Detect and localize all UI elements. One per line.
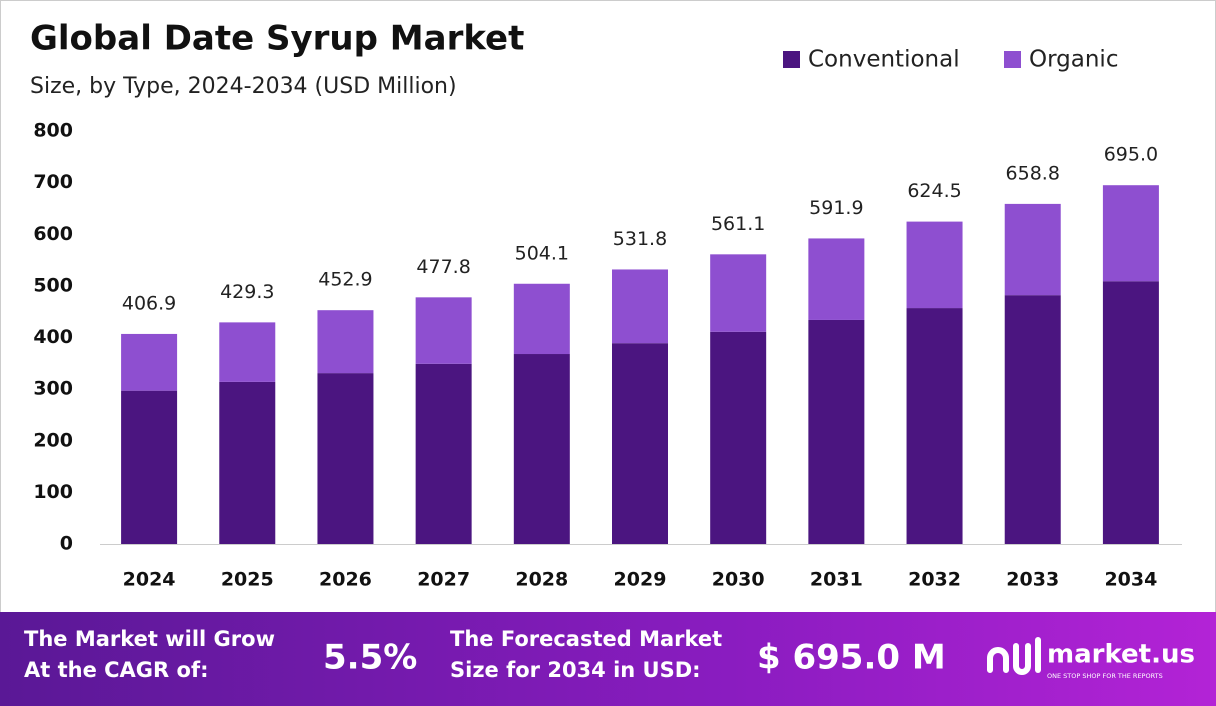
forecast-value: $ 695.0 M [757, 638, 946, 678]
total-label: 695.0 [1104, 144, 1158, 166]
bar-segment [317, 373, 374, 544]
total-label: 477.8 [416, 256, 470, 278]
bar-segment [1102, 281, 1159, 544]
x-tick-label: 2032 [908, 569, 961, 591]
total-label: 531.8 [613, 228, 667, 250]
logo-icon [987, 637, 1041, 675]
x-tick-label: 2028 [515, 569, 568, 591]
total-label: 624.5 [907, 180, 961, 202]
bar-segment [710, 331, 767, 544]
total-label: 429.3 [220, 281, 274, 303]
bar-segment [121, 333, 178, 391]
bar-segment [513, 283, 570, 355]
x-tick-label: 2025 [221, 569, 274, 591]
total-label: 658.8 [1006, 162, 1060, 184]
cagr-value: 5.5% [323, 638, 417, 678]
y-tick-label: 300 [33, 378, 73, 400]
legend-label: Organic [1029, 47, 1118, 73]
bar-segment [415, 363, 472, 544]
legend-swatch [783, 51, 800, 68]
x-tick-label: 2034 [1104, 569, 1157, 591]
x-tick-label: 2033 [1006, 569, 1059, 591]
forecast-text: The Forecasted Market [450, 627, 722, 651]
bar-segment [1102, 185, 1159, 282]
y-tick-label: 200 [33, 429, 73, 451]
bar-segment [219, 381, 276, 544]
total-label: 452.9 [318, 269, 372, 291]
chart-title: Global Date Syrup Market [30, 19, 524, 59]
y-tick-label: 500 [33, 274, 73, 296]
y-tick-label: 0 [60, 533, 73, 555]
legend-swatch [1004, 51, 1021, 68]
bar-segment [906, 308, 963, 544]
legend-label: Conventional [808, 47, 960, 73]
bar-segment [415, 297, 472, 364]
bar-segment [513, 354, 570, 544]
chart-subtitle: Size, by Type, 2024-2034 (USD Million) [30, 74, 457, 99]
x-tick-label: 2027 [417, 569, 470, 591]
total-label: 591.9 [809, 197, 863, 219]
brand: market.us [1047, 640, 1195, 670]
cagr-text: The Market will Grow [24, 627, 275, 651]
bar-segment [808, 238, 865, 320]
y-tick-label: 800 [33, 120, 73, 142]
forecast-text: Size for 2034 in USD: [450, 658, 701, 682]
bar-segment [612, 343, 668, 544]
bar-segment [317, 310, 374, 374]
bar-segment [121, 390, 178, 544]
total-label: 406.9 [122, 292, 176, 314]
y-tick-label: 400 [33, 326, 73, 348]
total-label: 561.1 [711, 213, 765, 235]
bar-segment [1004, 295, 1061, 544]
x-tick-label: 2031 [810, 569, 863, 591]
bar-segment [612, 269, 668, 344]
bar-segment [906, 221, 963, 309]
y-tick-label: 100 [33, 481, 73, 503]
tagline: ONE STOP SHOP FOR THE REPORTS [1047, 672, 1163, 680]
y-tick-label: 700 [33, 171, 73, 193]
y-tick-label: 600 [33, 223, 73, 245]
bar-segment [219, 322, 276, 382]
total-label: 504.1 [515, 242, 569, 264]
x-tick-label: 2024 [123, 569, 176, 591]
x-tick-label: 2029 [614, 569, 667, 591]
x-tick-label: 2030 [712, 569, 765, 591]
cagr-text: At the CAGR of: [24, 658, 209, 682]
bar-segment [808, 319, 865, 544]
bar-segment [710, 254, 767, 332]
bar-segment [1004, 203, 1061, 296]
x-tick-label: 2026 [319, 569, 372, 591]
